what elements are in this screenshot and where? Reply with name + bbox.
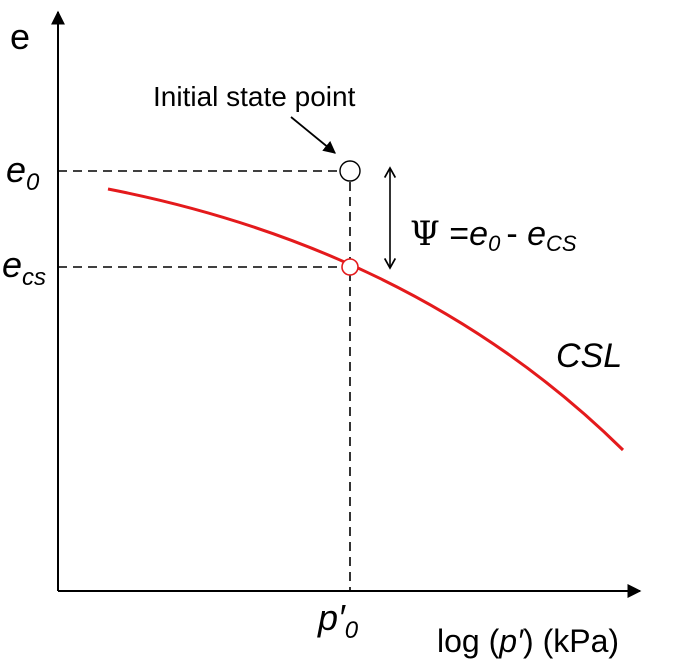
y-axis-label: e — [10, 16, 30, 57]
ecs-base: e — [2, 244, 22, 285]
csl-label: CSL — [556, 337, 622, 375]
e0-label: e0 — [6, 149, 40, 196]
p0-base: p′ — [317, 597, 346, 638]
psi-equation: Ψ =e0- eCS — [410, 214, 577, 256]
x-axis-label-pre: log ( — [437, 623, 500, 659]
initial-state-pointer — [290, 116, 336, 154]
initial-state-label: Initial state point — [153, 81, 356, 112]
psi-e0-sub: 0 — [488, 231, 501, 256]
csl-point — [341, 258, 359, 276]
psi-ecs-sub: CS — [546, 231, 577, 256]
psi-ecs-base: e — [527, 215, 546, 253]
p0-label: p′0 — [317, 597, 359, 644]
csl-curve — [107, 187, 625, 452]
ecs-sub: cs — [22, 264, 46, 291]
p0-sub: 0 — [345, 617, 359, 644]
e0-sub: 0 — [26, 169, 40, 196]
psi-e0-base: e — [469, 215, 488, 253]
x-axis-label-post: ) (kPa) — [523, 623, 619, 659]
ecs-label: ecs — [2, 244, 46, 291]
x-axis-label: log (p′) (kPa) — [437, 623, 619, 659]
psi-minus: - — [506, 215, 527, 253]
e0-base: e — [6, 149, 26, 190]
x-axis-label-var: p′ — [498, 623, 524, 659]
initial-state-point — [339, 160, 361, 182]
psi-equals: = — [440, 215, 469, 253]
psi-symbol: Ψ — [410, 214, 440, 254]
